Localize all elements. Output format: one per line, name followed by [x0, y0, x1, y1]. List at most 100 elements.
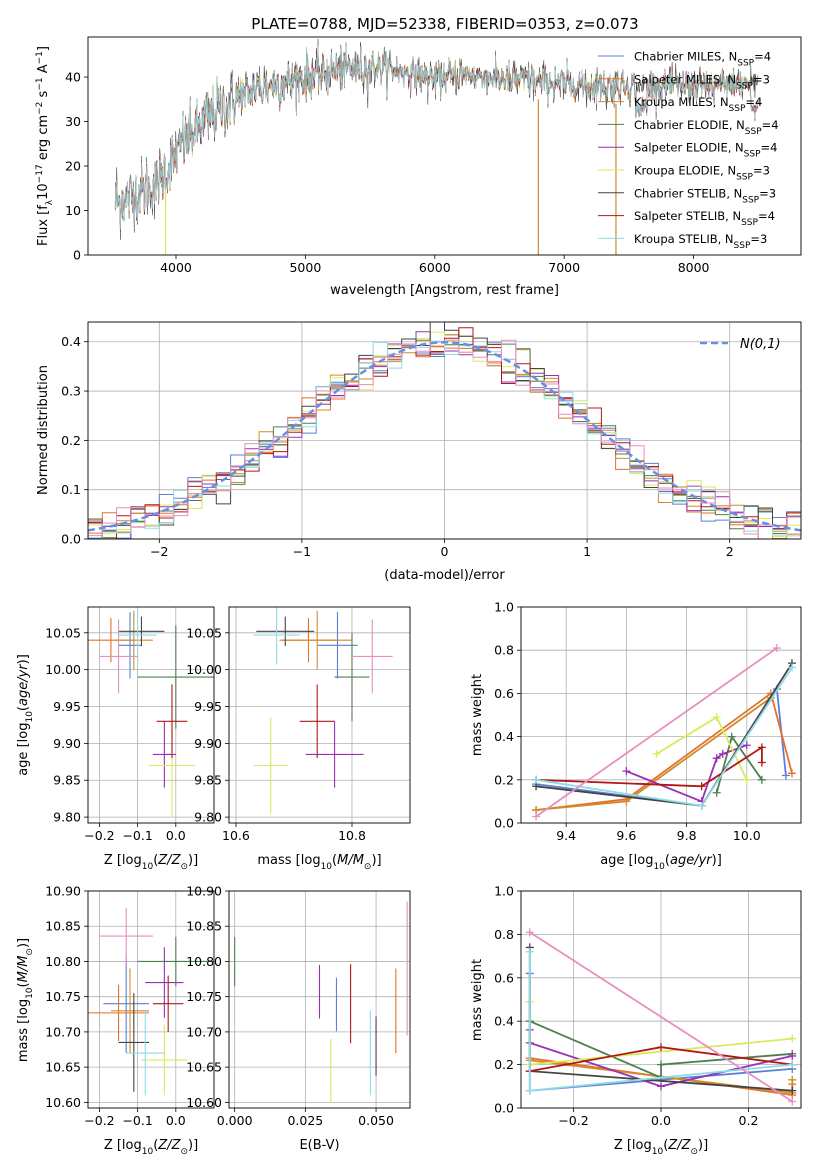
y-tick-label: 10.60 — [186, 1095, 222, 1110]
weight-series — [535, 686, 787, 807]
y-tick-label: 0.6 — [494, 686, 514, 701]
x-axis-label: Z [log10(Z/Z⊙)] — [104, 1138, 198, 1157]
spectrum-panel: 4000 5000 6000 7000 8000 0 10 20 30 40 wavelength … — [35, 36, 802, 298]
y-axis-label: mass weight — [470, 674, 485, 756]
y-tick-label: 0.4 — [494, 1014, 514, 1029]
weight-marker — [788, 1075, 797, 1084]
axes-frame — [87, 321, 802, 540]
errorbars — [234, 901, 408, 1103]
axes-frame — [87, 606, 215, 824]
weight-series — [535, 647, 778, 818]
figure-title: PLATE=0788, MJD=52338, FIBERID=0353, z=0… — [251, 15, 638, 33]
y-tick-label: 1.0 — [494, 600, 514, 615]
weight-marker — [727, 732, 736, 741]
y-tick-label: 10.70 — [45, 1024, 81, 1039]
weight-marker — [772, 644, 781, 653]
y-tick-label: 9.85 — [53, 773, 81, 788]
y-tick-label: 10 — [65, 203, 81, 218]
legend: Chabrier MILES, NSSP=4 Salpeter MILES, NS… — [598, 50, 779, 251]
x-tick-label: −0.2 — [558, 1113, 588, 1128]
x-tick-label: −0.2 — [84, 1113, 114, 1128]
weight-lines — [532, 644, 796, 821]
x-tick-label: 0.0 — [651, 1113, 671, 1128]
errorbars — [88, 907, 214, 1096]
weight-marker — [652, 749, 661, 758]
x-tick-label: −0.1 — [122, 828, 152, 843]
y-tick-label: 10.75 — [45, 989, 81, 1004]
x-tick-label: −1 — [293, 544, 311, 559]
y-tick-label: 10.85 — [186, 919, 222, 934]
legend-label: Chabrier ELODIE, NSSP=4 — [634, 118, 779, 137]
x-tick-label: 1 — [583, 544, 591, 559]
legend-label: Kroupa STELIB, NSSP=3 — [634, 232, 767, 251]
weight-marker — [622, 797, 631, 806]
x-axis-label: mass [log10(M/M⊙)] — [257, 853, 381, 872]
y-tick-label: 10.80 — [45, 954, 81, 969]
x-axis-label: age [log10(age/yr)] — [600, 853, 722, 872]
weight-marker — [757, 743, 766, 752]
y-tick-label: 9.80 — [194, 810, 222, 825]
y-tick-label: 10.60 — [45, 1095, 81, 1110]
weight-marker — [742, 775, 751, 784]
weight-marker — [788, 1086, 797, 1095]
legend-label: Salpeter STELIB, NSSP=4 — [634, 209, 775, 228]
y-tick-label: 1.0 — [494, 884, 514, 899]
legend-label: Chabrier MILES, NSSP=4 — [634, 50, 771, 69]
y-tick-label: 0.2 — [61, 433, 81, 448]
legend-label: N(0,1) — [740, 337, 781, 352]
y-tick-label: 0.2 — [494, 772, 514, 787]
y-tick-label: 10.00 — [186, 662, 222, 677]
weight-marker — [697, 801, 706, 810]
y-tick-label: 10.75 — [186, 989, 222, 1004]
x-tick-label: 9.8 — [677, 828, 697, 843]
y-tick-label: 0.3 — [61, 384, 81, 399]
y-tick-label: 10.70 — [186, 1024, 222, 1039]
axes-frame — [520, 890, 802, 1109]
y-tick-label: 10.65 — [45, 1060, 81, 1075]
weight-lines — [525, 928, 797, 1106]
weight-marker — [622, 767, 631, 776]
legend-label: Kroupa MILES, NSSP=4 — [634, 95, 762, 114]
weight-marker — [712, 754, 721, 763]
y-tick-label: 0.0 — [61, 532, 81, 547]
y-tick-label: 10.05 — [45, 625, 81, 640]
x-tick-label: 10.6 — [222, 828, 250, 843]
x-tick-label: 0.025 — [287, 1113, 323, 1128]
normal-curve — [88, 340, 801, 532]
spectrum-lines — [114, 38, 759, 255]
x-tick-label: 0.050 — [358, 1113, 394, 1128]
weight-marker — [788, 1097, 797, 1106]
weight-marker — [781, 771, 790, 780]
spectrum-line — [114, 45, 759, 231]
x-tick-label: 0.0 — [166, 1113, 186, 1128]
x-tick-label: 9.4 — [556, 828, 576, 843]
x-tick-label: 2 — [726, 544, 734, 559]
weight-marker — [787, 663, 796, 672]
legend-label: Kroupa ELODIE, NSSP=3 — [634, 164, 770, 183]
y-tick-label: 40 — [65, 70, 81, 85]
x-tick-label: 4000 — [160, 260, 192, 275]
y-tick-label: 9.90 — [194, 736, 222, 751]
x-tick-label: −2 — [150, 544, 168, 559]
weight-marker — [532, 812, 541, 821]
residuals-panel: −2 −1 0 1 2 0.0 0.1 0.2 0.3 0.4 (data-model)/error… — [36, 321, 802, 583]
y-tick-label: 10.80 — [186, 954, 222, 969]
x-axis-label: (data-model)/error — [384, 568, 505, 583]
y-tick-label: 30 — [65, 114, 81, 129]
weight-marker — [718, 749, 727, 758]
x-tick-label: 9.6 — [616, 828, 636, 843]
x-axis-label: wavelength [Angstrom, rest frame] — [330, 283, 559, 298]
y-tick-label: 9.95 — [194, 699, 222, 714]
y-tick-label: 10.90 — [186, 884, 222, 899]
errorbars — [253, 607, 393, 814]
mass_vs_Z-panel: −0.2 −0.1 0.0 10.60 10.65 10.70 10.75 10.80 10.8… — [16, 884, 215, 1157]
y-tick-label: 9.80 — [53, 810, 81, 825]
weight_vs_Z-panel: −0.2 0.0 0.2 0.0 0.2 0.4 0.6 0.8 1.0 Z [log10(Z/Z… — [470, 884, 802, 1157]
axes-frame — [520, 606, 802, 824]
x-tick-label: 0 — [441, 544, 449, 559]
x-tick-label: 6000 — [419, 260, 451, 275]
weight-marker — [657, 1043, 665, 1052]
y-tick-label: 0 — [73, 248, 81, 263]
weight-marker — [525, 1086, 534, 1095]
